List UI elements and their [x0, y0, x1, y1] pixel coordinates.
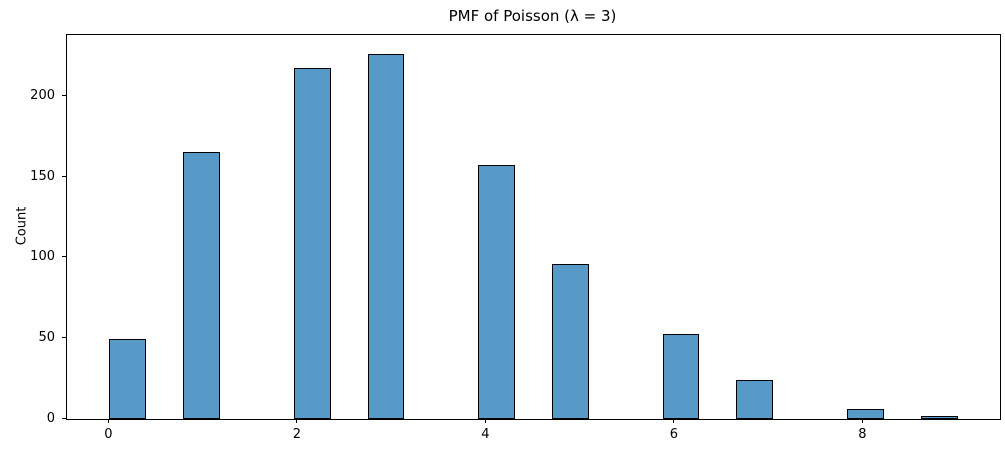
x-tick-mark	[484, 419, 486, 423]
bar-k0	[109, 338, 147, 419]
x-tick-label: 4	[481, 427, 490, 442]
bar-k1	[183, 151, 221, 419]
y-tick-mark	[62, 417, 66, 419]
y-tick-label: 150	[30, 168, 55, 184]
y-tick-label: 200	[30, 88, 55, 104]
bar-k2	[293, 68, 331, 419]
x-tick-label: 8	[858, 427, 867, 442]
plot-area	[66, 34, 1001, 420]
y-tick-mark	[62, 175, 66, 177]
x-tick-label: 6	[669, 427, 678, 442]
y-tick-mark	[62, 256, 66, 258]
x-tick-label: 0	[104, 427, 113, 442]
y-tick-mark	[62, 95, 66, 97]
y-tick-label: 50	[38, 330, 55, 345]
y-tick-mark	[62, 337, 66, 338]
bar-k7	[736, 380, 774, 419]
bar-k3	[367, 53, 405, 419]
bar-k5	[551, 264, 589, 419]
y-tick-label: 100	[30, 249, 55, 265]
y-axis-label: Count	[14, 206, 30, 246]
bar-k4	[478, 164, 516, 419]
x-tick-mark	[861, 419, 863, 423]
chart-title: PMF of Poisson (λ = 3)	[448, 7, 617, 25]
x-tick-mark	[673, 419, 675, 423]
x-tick-mark	[107, 419, 109, 423]
x-tick-label: 2	[292, 427, 302, 442]
bar-k9	[920, 415, 958, 419]
bar-k6	[662, 333, 700, 419]
bar-k8	[846, 409, 884, 419]
x-tick-mark	[296, 419, 298, 423]
y-tick-label: 0	[46, 410, 55, 426]
